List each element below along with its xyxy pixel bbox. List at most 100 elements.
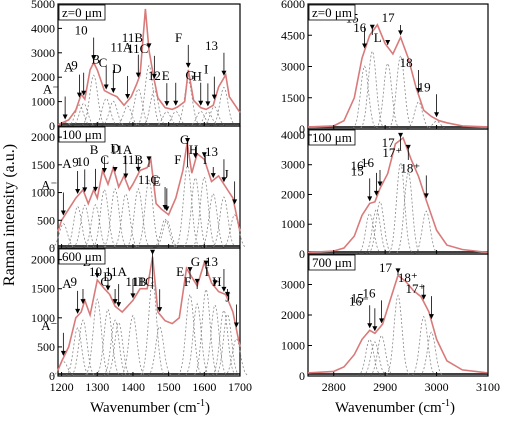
y-tick-label: 2000 — [31, 253, 55, 267]
peak-label: 11A — [110, 142, 133, 157]
y-tick-label: 2000 — [281, 187, 305, 201]
component-band — [367, 200, 392, 254]
component-band — [211, 309, 236, 376]
component-band — [215, 313, 239, 376]
peak-label: 16⁻ — [351, 158, 371, 173]
component-band — [202, 106, 226, 127]
x-tick-label: 1400 — [121, 380, 145, 394]
component-band — [136, 179, 161, 248]
y-tick-label: 500 — [37, 213, 55, 227]
peak-arrowhead — [164, 101, 170, 107]
depth-label-box: z=0 μm — [308, 4, 356, 21]
component-band — [414, 210, 438, 254]
y-axis-label: Raman intensity (a.u.) — [1, 144, 18, 286]
component-band — [140, 279, 164, 376]
y-tick-label: 1000 — [281, 339, 305, 353]
peak-arrowhead — [60, 210, 66, 216]
depth-label-frame — [308, 254, 356, 271]
component-band — [120, 314, 145, 376]
peak-arrowhead — [82, 187, 88, 193]
component-band — [188, 110, 212, 127]
component-band — [163, 110, 187, 127]
component-band — [419, 331, 443, 376]
y-tick-label: 0 — [49, 241, 55, 255]
peak-label: 18⁺ — [400, 160, 420, 175]
peak-label: A — [62, 156, 72, 171]
x-tick-label: 1700 — [228, 380, 252, 394]
x-axis-label-left: Wavenumber (cm-1) — [90, 398, 210, 416]
spectrum-line — [307, 23, 489, 128]
depth-label-box: 100 μm — [308, 129, 356, 146]
y-tick-label: 4000 — [281, 128, 305, 142]
peak-label: G — [180, 132, 189, 147]
peak-label: 10 — [76, 154, 89, 169]
peak-label: 18 — [400, 55, 413, 70]
peak-label: 17 — [382, 135, 396, 150]
peak-arrowhead — [232, 199, 238, 205]
component-band — [357, 338, 381, 376]
peak-arrowhead — [212, 280, 218, 286]
x-tick-label: 1600 — [192, 380, 216, 394]
peak-arrowhead — [123, 173, 129, 179]
peak-label: I — [204, 62, 208, 77]
component-band — [360, 50, 384, 129]
component-band — [369, 334, 393, 376]
peak-label: C — [99, 55, 108, 70]
peak-label: G — [191, 254, 200, 269]
component-band — [72, 204, 97, 248]
spectrum-line — [57, 256, 241, 371]
spectrum-line — [57, 142, 241, 232]
peak-label: 9 — [70, 274, 77, 289]
peak-arrowhead — [434, 112, 440, 118]
y-tick-label: 3000 — [281, 60, 305, 74]
peak-arrowhead — [125, 93, 131, 99]
component-band — [388, 161, 412, 254]
peak-arrowhead — [130, 293, 136, 299]
component-band — [142, 89, 166, 126]
y-tick-label: 6000 — [281, 0, 305, 11]
component-band — [184, 302, 209, 376]
component-band — [126, 88, 150, 126]
peak-arrowhead — [135, 72, 141, 78]
component-band — [126, 187, 150, 248]
peak-label: 17 — [382, 10, 396, 25]
peak-arrowhead — [94, 273, 100, 278]
x-tick-label: 3000 — [425, 380, 449, 394]
peak-arrowhead — [103, 84, 109, 90]
y-tick-label: 500 — [37, 340, 55, 354]
peak-arrowhead — [201, 152, 207, 158]
peak-arrowhead — [233, 322, 239, 328]
depth-label: z=0 μm — [312, 5, 352, 20]
depth-label: 700 μm — [312, 255, 352, 270]
peak-arrowhead — [157, 307, 163, 313]
peak-label: H — [192, 68, 201, 83]
peak-arrowhead — [398, 30, 404, 36]
peak-arrowhead — [198, 100, 204, 106]
component-band — [202, 304, 227, 376]
peak-label: 16 — [361, 155, 375, 170]
peak-label: D — [103, 269, 112, 284]
component-band — [175, 164, 199, 248]
x-tick-label: 2800 — [322, 380, 346, 394]
peak-arrowhead — [91, 55, 97, 61]
peak-arrowhead — [112, 299, 118, 305]
peak-arrowhead — [405, 144, 411, 150]
depth-label-box: z=0 μm — [58, 4, 106, 21]
peak-label: I — [205, 264, 209, 279]
component-band — [92, 188, 116, 248]
component-band — [224, 338, 248, 376]
peak-arrowhead — [80, 299, 86, 305]
spectrum-line — [307, 274, 489, 374]
peak-arrowhead — [151, 73, 157, 79]
x-axis-label-right: Wavenumber (cm-1) — [335, 398, 455, 416]
peak-arrowhead — [75, 189, 81, 195]
peak-arrowhead — [116, 302, 122, 308]
peak-label: F — [175, 30, 182, 45]
peak-arrowhead — [421, 294, 427, 300]
peak-arrowhead — [101, 167, 107, 173]
component-band — [71, 102, 95, 127]
peak-label: 13 — [205, 254, 218, 269]
